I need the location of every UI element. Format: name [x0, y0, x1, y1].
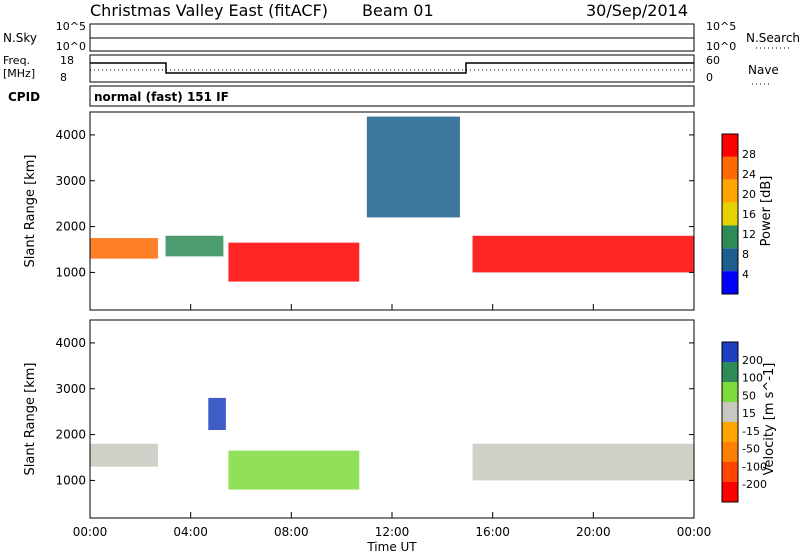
colorbar-tick-label: 15: [742, 407, 756, 420]
x-tick-label: 12:00: [375, 525, 410, 539]
colorbar-segment: [722, 202, 738, 226]
velocity-ylabel: Slant Range [km]: [23, 363, 38, 476]
nsky-tick-bottom: 10^0: [56, 40, 86, 53]
freq-panel: Freq. [MHz] 18 8 60 0 Nave: [3, 54, 779, 85]
y-tick-label: 1000: [55, 473, 86, 487]
power-y-axis: 4000 3000 2000 1000: [55, 128, 694, 279]
echo-band-3: [472, 235, 694, 273]
colorbar-segment: [722, 402, 738, 422]
cpid-label: CPID: [8, 90, 40, 104]
echo-band-2: [228, 242, 360, 282]
colorbar-tick-label: 12: [742, 228, 756, 241]
x-tick-label: 08:00: [274, 525, 309, 539]
y-tick-label: 3000: [55, 174, 86, 188]
velocity-y-axis: 4000 3000 2000 1000: [55, 336, 694, 487]
velocity-colorbar-label: Velocity [m s^-1]: [762, 363, 777, 476]
x-tick-label: 16:00: [475, 525, 510, 539]
nsearch-tick-top: 10^5: [706, 20, 736, 33]
power-panel: 4000 3000 2000 1000 Slant Range [km] 28 24 20…: [23, 111, 774, 311]
power-colorbar-label: Power [dB]: [759, 176, 774, 247]
power-ylabel: Slant Range [km]: [23, 155, 38, 268]
echo-band-1: [165, 235, 224, 257]
freq-trace: [90, 62, 694, 74]
echo-band-0: [90, 238, 158, 259]
nave-label: Nave: [748, 63, 779, 77]
date-label: 30/Sep/2014: [586, 1, 688, 20]
colorbar-tick-label: 28: [742, 148, 756, 161]
velocity-frame: [89, 319, 695, 519]
colorbar-tick-label: -50: [742, 443, 760, 456]
nsearch-tick-bottom: 10^0: [706, 40, 736, 53]
plot-title: Christmas Valley East (fitACF): [90, 1, 328, 20]
colorbar-segment: [722, 179, 738, 203]
power-heatmap: [90, 116, 694, 282]
nsky-tick-top: 10^5: [56, 20, 86, 33]
cpid-frame: [89, 85, 695, 107]
freq-tick-top: 18: [60, 54, 74, 67]
colorbar-tick-label: 16: [742, 208, 756, 221]
x-axis-label: Time UT: [366, 540, 417, 554]
echo-band-1: [228, 450, 360, 490]
y-tick-label: 4000: [55, 336, 86, 350]
colorbar-tick-label: -100: [742, 460, 767, 473]
colorbar-tick-label: -15: [742, 425, 760, 438]
colorbar-segment: [722, 225, 738, 249]
colorbar-tick-label: 20: [742, 188, 756, 201]
nave-tick-top: 60: [706, 54, 720, 67]
cpid-panel: CPID normal (fast) 151 IF: [8, 85, 695, 107]
time-x-axis: 00:00 04:00 08:00 12:00 16:00 20:00 00:00: [73, 304, 712, 539]
colorbar-segment: [722, 442, 738, 462]
colorbar-tick-label: 8: [742, 248, 749, 261]
y-tick-label: 3000: [55, 382, 86, 396]
colorbar-frame: [721, 341, 739, 503]
colorbar-segment: [722, 134, 738, 157]
colorbar-tick-label: 4: [742, 268, 749, 281]
colorbar-frame: [721, 133, 739, 295]
colorbar-segment: [722, 156, 738, 180]
freq-frame: [89, 54, 695, 83]
cpid-value: normal (fast) 151 IF: [94, 90, 229, 104]
nsky-panel: N.Sky 10^5 10^0 N.Search 10^5 10^0: [3, 20, 800, 53]
colorbar-segment: [722, 422, 738, 442]
x-tick-label: 20:00: [576, 525, 611, 539]
echo-band-4: [366, 116, 460, 218]
colorbar-segment: [722, 382, 738, 402]
x-tick-label: 00:00: [677, 525, 712, 539]
velocity-panel: 4000 3000 2000 1000 Slant Range [km] 200 100…: [23, 319, 777, 519]
x-tick-label: 00:00: [73, 525, 108, 539]
freq-tick-bottom: 8: [60, 71, 67, 84]
nsky-label: N.Sky: [3, 31, 37, 45]
echo-band-0: [90, 443, 158, 467]
colorbar-segment: [722, 482, 738, 502]
colorbar-segment: [722, 462, 738, 482]
y-tick-label: 2000: [55, 428, 86, 442]
echo-band-2: [472, 443, 694, 481]
colorbar-tick-label: 24: [742, 168, 756, 181]
colorbar-segment: [722, 342, 738, 362]
colorbar-segment: [722, 248, 738, 272]
nsearch-label: N.Search: [746, 31, 800, 45]
colorbar-tick-label: 100: [742, 372, 763, 385]
colorbar-tick-label: 200: [742, 354, 763, 367]
x-tick-label: 04:00: [173, 525, 208, 539]
velocity-heatmap: [90, 397, 694, 490]
colorbar-segment: [722, 271, 738, 294]
colorbar-segment: [722, 362, 738, 382]
power-colorbar: 28 24 20 16 12 8 4: [721, 133, 756, 295]
echo-band-3: [208, 397, 226, 430]
y-tick-label: 4000: [55, 128, 86, 142]
y-tick-label: 2000: [55, 220, 86, 234]
colorbar-tick-label: -200: [742, 478, 767, 491]
nave-tick-bottom: 0: [706, 71, 713, 84]
colorbar-tick-label: 50: [742, 389, 756, 402]
freq-unit: [MHz]: [3, 67, 35, 80]
beam-label: Beam 01: [362, 1, 434, 20]
freq-label: Freq.: [3, 54, 30, 67]
velocity-colorbar: 200 100 50 15 -15 -50 -100 -200: [721, 341, 767, 503]
y-tick-label: 1000: [55, 265, 86, 279]
